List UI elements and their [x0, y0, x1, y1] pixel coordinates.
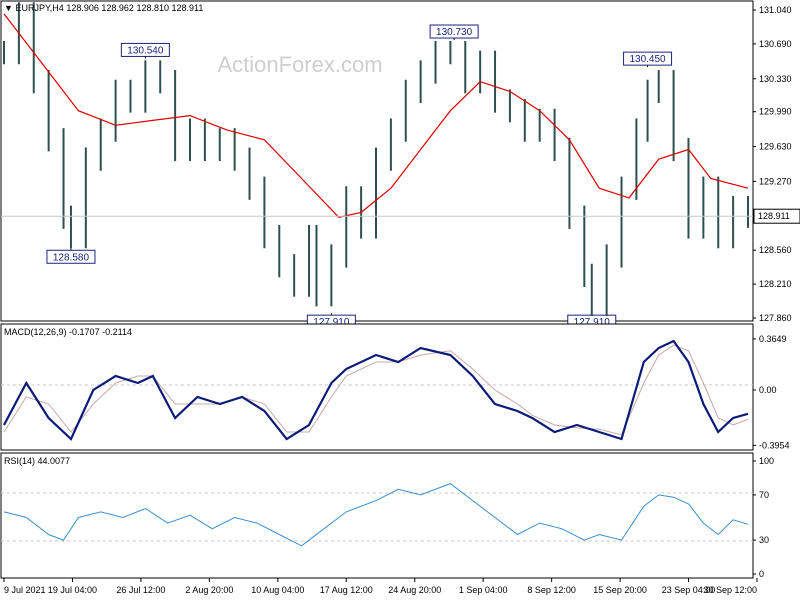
- rsi-line: [3, 483, 749, 547]
- price-tick-label: 130.330: [759, 74, 792, 84]
- macd-header: MACD(12,26,9) -0.1707 -0.2114: [4, 327, 132, 337]
- annotation-box: [120, 42, 170, 57]
- low-value: 128.810: [136, 3, 169, 13]
- x-tick-label: 17 Aug 12:00: [320, 585, 373, 595]
- macd-label: MACD(12,26,9): [4, 327, 67, 337]
- x-tick-label: 26 Jul 12:00: [116, 585, 165, 595]
- x-tick-label: 23 Sep 04:00: [662, 585, 716, 595]
- macd-tick-label: 0.00: [759, 385, 777, 395]
- x-tick-label: 15 Sep 20:00: [593, 585, 647, 595]
- annotation-label: 127.910: [574, 317, 611, 328]
- x-tick-label: 8 Sep 12:00: [527, 585, 576, 595]
- close-value: 128.911: [171, 3, 204, 13]
- price-tick-label: 130.690: [759, 39, 792, 49]
- current-price-label: 128.911: [758, 211, 790, 221]
- rsi-tick-label: 0: [759, 569, 764, 579]
- rsi-tick-label: 100: [759, 456, 774, 466]
- x-tick-label: 30 Sep 12:00: [703, 585, 757, 595]
- x-tick-label: 24 Aug 20:00: [388, 585, 441, 595]
- rsi-tick-label: 30: [759, 535, 769, 545]
- price-y-axis: 131.040 130.690 130.330 129.990 129.630 129.2…: [753, 5, 792, 323]
- open-value: 128.906: [66, 3, 99, 13]
- price-tick-label: 129.270: [759, 176, 792, 186]
- price-tick-label: 128.560: [759, 245, 792, 255]
- annotation-box: [46, 249, 96, 264]
- rsi-y-axis: 100 70 30 0: [753, 456, 774, 579]
- x-tick-label: 10 Aug 04:00: [251, 585, 304, 595]
- annotation-label: 127.910: [313, 317, 350, 328]
- high-value: 128.962: [101, 3, 134, 13]
- rsi-panel: 100 70 30 0: [0, 452, 774, 579]
- annotation-label: 130.540: [127, 45, 164, 56]
- annotation-label: 130.730: [436, 27, 473, 38]
- price-tick-label: 131.040: [759, 5, 792, 15]
- annotation-box: [623, 51, 673, 66]
- x-tick-label: 9 Jul 2021: [4, 585, 46, 595]
- dropdown-icon[interactable]: ▼: [4, 3, 13, 13]
- macd-panel: 0.3649 0.00 -0.3954: [0, 323, 790, 451]
- x-tick-label: 1 Sep 04:00: [459, 585, 508, 595]
- rsi-tick-label: 70: [759, 490, 769, 500]
- symbol-label: EURJPY,H4: [15, 3, 64, 13]
- x-tick-label: 19 Jul 04:00: [48, 585, 97, 595]
- rsi-plot-frame: [0, 452, 754, 579]
- macd-tick-label: 0.3649: [759, 334, 787, 344]
- macd-plot-frame: [0, 323, 754, 451]
- time-x-axis: 9 Jul 2021 19 Jul 04:00 26 Jul 12:00 2 Aug …: [3, 578, 758, 595]
- price-tick-label: 129.990: [759, 107, 792, 117]
- watermark: ActionForex.com: [217, 52, 382, 77]
- macd-tick-label: -0.3954: [759, 440, 790, 450]
- macd-signal-value: -0.2114: [102, 327, 132, 337]
- current-price-tag: 128.911: [753, 208, 800, 224]
- macd-value: -0.1707: [69, 327, 100, 337]
- price-tick-label: 127.860: [759, 313, 792, 323]
- price-panel: 131.040 130.690 130.330 129.990 129.630 129.2…: [0, 0, 800, 329]
- price-tick-label: 129.630: [759, 142, 792, 152]
- moving-average-line: [3, 13, 749, 218]
- rsi-header: RSI(14) 44.0077: [4, 456, 70, 466]
- annotation-label: 130.450: [629, 54, 666, 65]
- current-price-box: [753, 208, 800, 224]
- price-tick-label: 128.210: [759, 279, 792, 289]
- rsi-label: RSI(14): [4, 456, 36, 466]
- macd-y-axis: 0.3649 0.00 -0.3954: [753, 334, 790, 450]
- x-tick-label: 2 Aug 20:00: [185, 585, 233, 595]
- price-header: ▼ EURJPY,H4 128.906 128.962 128.810 128.…: [4, 3, 203, 13]
- macd-line: [3, 339, 749, 441]
- rsi-value: 44.0077: [37, 456, 71, 466]
- annotation-box: [429, 24, 479, 39]
- annotation-label: 128.580: [53, 252, 90, 263]
